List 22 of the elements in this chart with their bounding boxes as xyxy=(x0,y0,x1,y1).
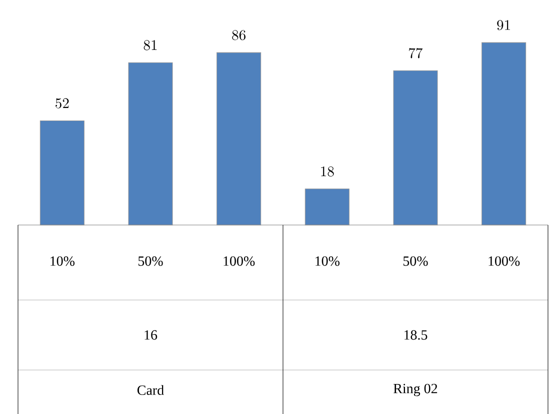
bar xyxy=(216,52,262,226)
x-tick-label: 10% xyxy=(50,256,75,266)
text: 18.5 xyxy=(404,330,428,340)
bar xyxy=(393,70,438,226)
text: 16 xyxy=(144,330,158,340)
x-tick-label: 50% xyxy=(138,256,163,266)
x-tick-label: 100% xyxy=(224,256,255,266)
x-tick-label: 100% xyxy=(488,256,520,266)
text: Ring 02 xyxy=(394,384,438,396)
bar xyxy=(40,120,84,226)
data-label: 18 xyxy=(321,166,334,177)
data-label: 91 xyxy=(497,20,510,30)
data-label: 81 xyxy=(144,40,157,50)
bar xyxy=(482,42,526,226)
x-tick-label: 10% xyxy=(316,256,340,266)
data-label: 77 xyxy=(409,48,423,58)
text: Card xyxy=(137,385,164,395)
bar xyxy=(304,188,350,226)
data-label: 86 xyxy=(232,30,246,40)
x-tick-label: 50% xyxy=(403,256,428,266)
data-label: 52 xyxy=(56,98,69,108)
bar xyxy=(128,62,173,226)
